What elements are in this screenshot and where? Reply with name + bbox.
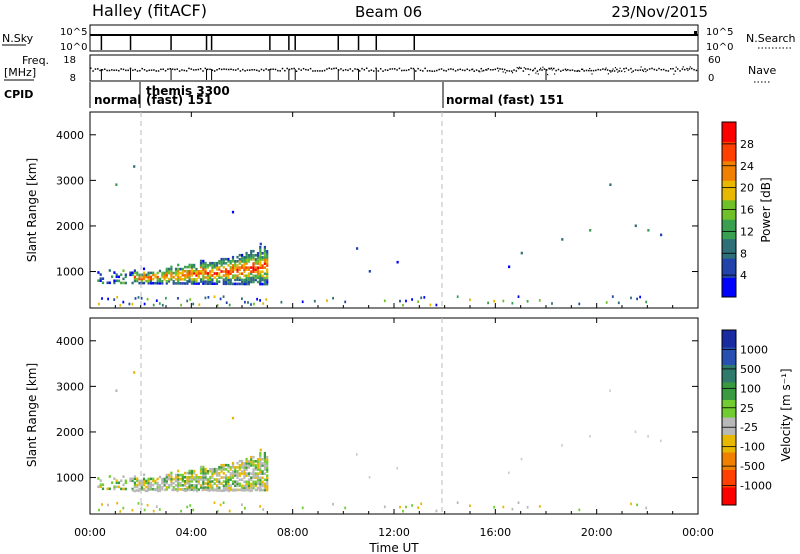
power-colorbar-segment bbox=[722, 238, 736, 259]
nsearch-tick-bottom: 10^0 bbox=[706, 42, 733, 53]
power-colorbar-tick: 8 bbox=[740, 247, 747, 260]
power-colorbar-tick: 20 bbox=[740, 182, 754, 195]
freq-label-2: [MHz] bbox=[4, 66, 36, 79]
yaxis-tick-label: 3000 bbox=[56, 174, 84, 187]
xaxis-tick-label: 20:00 bbox=[581, 526, 613, 539]
power-colorbar-tick: 28 bbox=[740, 138, 754, 151]
velocity-colorbar-segment bbox=[722, 487, 736, 506]
yaxis-tick-label: 2000 bbox=[56, 426, 84, 439]
velocity-colorbar-label: Velocity [m s⁻¹] bbox=[779, 368, 793, 461]
nave-tick-bottom: 0 bbox=[708, 73, 714, 84]
velocity-colorbar-segment bbox=[722, 417, 736, 436]
freq-tick-bottom: 8 bbox=[70, 73, 76, 84]
freq-label-1: Freq. bbox=[22, 54, 49, 67]
yaxis-tick-label: 1000 bbox=[56, 266, 84, 279]
velocity-colorbar-tick: -500 bbox=[740, 460, 765, 473]
power-colorbar-tick: 16 bbox=[740, 204, 754, 217]
xaxis-tick-label: 08:00 bbox=[277, 526, 309, 539]
velocity-ylabel: Slant Range [km] bbox=[25, 363, 39, 467]
nsky-panel: N.Sky 10^5 10^0 10^5 10^0 N.Search bbox=[2, 24, 796, 53]
velocity-colorbar-tick: 500 bbox=[740, 363, 761, 376]
xaxis-tick-label: 04:00 bbox=[175, 526, 207, 539]
nsearch-tick-top: 10^5 bbox=[706, 27, 733, 38]
yaxis-tick-label: 2000 bbox=[56, 220, 84, 233]
cpid-strip: CPID normal themis 3300 (fast) 151 norma… bbox=[4, 82, 564, 108]
power-colorbar-segment bbox=[722, 122, 736, 142]
time-axis: 00:00 04:00 08:00 12:00 16:00 20:00 00:00 bbox=[74, 112, 714, 539]
velocity-colorbar-segment bbox=[722, 330, 736, 348]
nave-tick-top: 60 bbox=[708, 55, 721, 66]
xaxis-tick-label: 00:00 bbox=[74, 526, 106, 539]
velocity-panel: 1000 2000 3000 4000 Slant Range [km] 1000 50… bbox=[25, 317, 793, 515]
power-colorbar-segment bbox=[722, 141, 736, 162]
xaxis-tick-label: 00:00 bbox=[682, 526, 714, 539]
power-colorbar-tick: 4 bbox=[740, 269, 747, 282]
xaxis-tick-label: 12:00 bbox=[378, 526, 410, 539]
freq-tick-top: 18 bbox=[63, 55, 76, 66]
velocity-colorbar-segment bbox=[722, 365, 736, 383]
velocity-colorbar-segment bbox=[722, 400, 736, 418]
cpid-label: CPID bbox=[4, 88, 33, 101]
velocity-colorbar-segment bbox=[722, 435, 736, 453]
nsky-tick-top: 10^5 bbox=[60, 27, 87, 38]
power-colorbar-tick: 24 bbox=[740, 160, 754, 173]
xaxis-label: Time UT bbox=[368, 541, 419, 554]
cpid-seg-4: normal (fast) 151 bbox=[446, 93, 564, 107]
power-colorbar-segment bbox=[722, 180, 736, 201]
cpid-seg-2: themis 3300 bbox=[146, 84, 230, 98]
power-colorbar-tick: 12 bbox=[740, 225, 754, 238]
freq-panel: Freq. [MHz] 18 8 60 0 Nave bbox=[4, 54, 776, 84]
velocity-colorbar-tick: 100 bbox=[740, 382, 761, 395]
velocity-colorbar-tick: 25 bbox=[740, 402, 754, 415]
radar-title: Halley (fitACF) bbox=[92, 1, 207, 20]
nsearch-label: N.Search bbox=[746, 32, 796, 45]
cpid-seg-1: normal bbox=[94, 93, 141, 107]
velocity-colorbar-segment bbox=[722, 452, 736, 471]
velocity-colorbar-tick: -100 bbox=[740, 441, 765, 454]
xaxis-tick-label: 16:00 bbox=[479, 526, 511, 539]
power-colorbar-segment bbox=[722, 219, 736, 240]
velocity-colorbar-segment bbox=[722, 382, 736, 401]
velocity-colorbar-segment bbox=[722, 470, 736, 488]
nsky-label: N.Sky bbox=[2, 32, 34, 45]
power-colorbar-label: Power [dB] bbox=[759, 177, 773, 242]
velocity-colorbar-segment bbox=[722, 347, 736, 366]
velocity-colorbar-tick: 1000 bbox=[740, 343, 768, 356]
yaxis-tick-label: 3000 bbox=[56, 380, 84, 393]
velocity-colorbar-tick: -1000 bbox=[740, 480, 772, 493]
yaxis-tick-label: 4000 bbox=[56, 129, 84, 142]
date-title: 23/Nov/2015 bbox=[611, 3, 708, 21]
power-colorbar-segment bbox=[722, 277, 736, 298]
power-colorbar-segment bbox=[722, 258, 736, 279]
yaxis-tick-label: 4000 bbox=[56, 335, 84, 348]
cpid-seg-3: (fast) 151 bbox=[146, 93, 212, 107]
power-colorbar-segment bbox=[722, 160, 736, 181]
nsky-tick-bottom: 10^0 bbox=[60, 42, 87, 53]
nave-label: Nave bbox=[748, 64, 776, 77]
power-panel: 1000 2000 3000 4000 Slant Range [km] 4 8 12 16… bbox=[25, 111, 773, 309]
velocity-colorbar-tick: -25 bbox=[740, 421, 758, 434]
yaxis-tick-label: 1000 bbox=[56, 472, 84, 485]
beam-title: Beam 06 bbox=[355, 3, 422, 21]
power-ylabel: Slant Range [km] bbox=[25, 158, 39, 262]
